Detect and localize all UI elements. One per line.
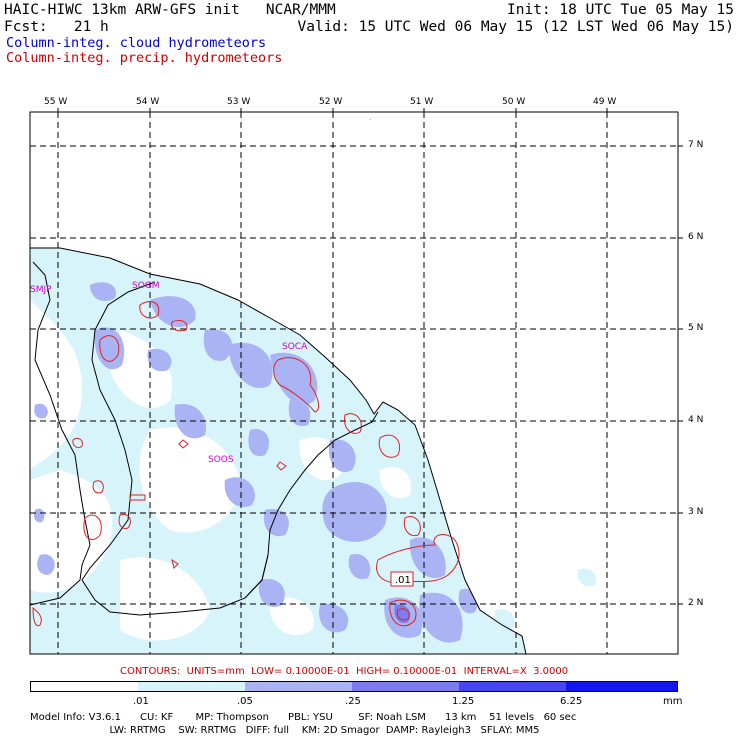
station-soca: SOCA	[282, 342, 308, 352]
lat-label-4n: 4 N	[688, 415, 704, 425]
border-guiana-brazil	[244, 554, 269, 599]
border-suriname-guiana	[81, 281, 379, 616]
lon-label-50w: 50 W	[502, 97, 526, 107]
field-precip-label: Column-integ. precip. hydrometeors	[6, 50, 283, 66]
colorbar-label-025: .25	[345, 696, 361, 707]
model-title: HAIC-HIWC 13km ARW-GFS init NCAR/MMM	[4, 2, 336, 18]
lat-label-3n: 3 N	[688, 507, 704, 517]
colorbar-label-001: .01	[133, 696, 149, 707]
colorbar-segment	[566, 682, 677, 691]
forecast-hour: Fcst: 21 h	[4, 19, 109, 35]
tiny-dot: .	[369, 116, 371, 121]
lat-label-7n: 7 N	[688, 140, 704, 150]
lon-label-55w: 55 W	[44, 97, 68, 107]
model-info-line2: LW: RRTMG SW: RRTMG DIFF: full KM: 2D Sm…	[30, 725, 540, 736]
contour-label: .01	[395, 575, 411, 586]
hydrometeor-shading	[30, 248, 526, 654]
colorbar-segment	[245, 682, 352, 691]
colorbar-label-125: 1.25	[452, 696, 475, 707]
lon-label-51w: 51 W	[410, 97, 434, 107]
colorbar-label-625: 6.25	[560, 696, 583, 707]
colorbar-units: mm	[663, 696, 683, 707]
station-sogm: SOGM	[132, 281, 160, 291]
contours-info: CONTOURS: UNITS=mm LOW= 0.10000E-01 HIGH…	[120, 666, 569, 677]
colorbar-label-005: .05	[237, 696, 253, 707]
init-time: Init: 18 UTC Tue 05 May 15	[507, 2, 734, 18]
frame-ticks	[57, 108, 683, 605]
lat-label-2n: 2 N	[688, 598, 704, 608]
border-suriname-guyana	[30, 261, 91, 606]
colorbar	[30, 681, 678, 692]
field-cloud-label: Column-integ. cloud hydrometeors	[6, 35, 267, 51]
lat-label-6n: 6 N	[688, 232, 704, 242]
coastline	[30, 247, 527, 654]
colorbar-segment	[31, 682, 138, 691]
station-smjp: SMJP	[30, 285, 52, 295]
lon-label-54w: 54 W	[136, 97, 160, 107]
model-info-line1: Model Info: V3.6.1 CU: KF MP: Thompson P…	[30, 712, 577, 723]
colorbar-segment	[459, 682, 566, 691]
lat-lon-grid	[30, 112, 678, 654]
lon-label-53w: 53 W	[227, 97, 251, 107]
contour-label-box	[390, 571, 414, 587]
station-soos: SOOS	[208, 455, 234, 465]
colorbar-segment	[138, 682, 245, 691]
map-frame	[29, 111, 679, 655]
colorbar-segment	[352, 682, 459, 691]
lat-label-5n: 5 N	[688, 323, 704, 333]
lon-label-52w: 52 W	[319, 97, 343, 107]
lon-label-49w: 49 W	[593, 97, 617, 107]
valid-time: Valid: 15 UTC Wed 06 May 15 (12 LST Wed …	[297, 19, 735, 35]
